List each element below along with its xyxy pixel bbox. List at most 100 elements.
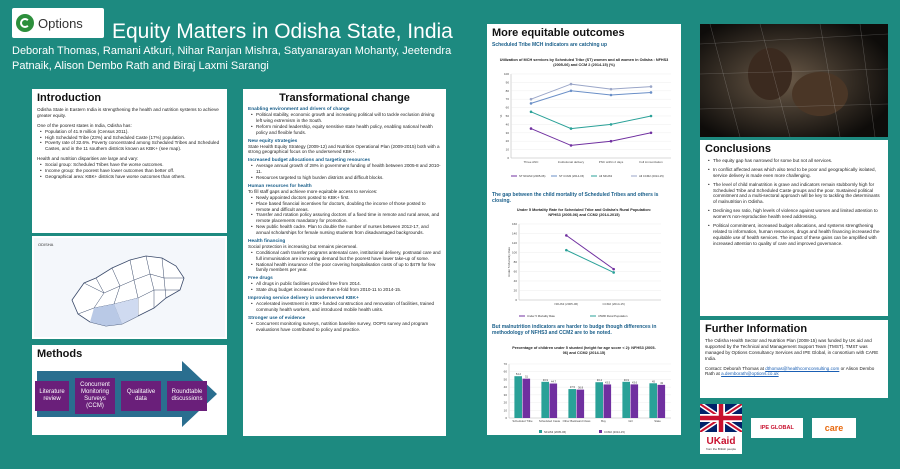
- map-district-borders: [77, 255, 184, 325]
- conclusions-heading: Conclusions: [705, 143, 772, 155]
- data-point: [565, 248, 568, 252]
- transform-section-text: Social protection is increasing but rema…: [248, 243, 358, 249]
- x-tick-label: PNC within 2 days: [599, 160, 624, 164]
- y-tick-label: 70: [506, 97, 510, 101]
- intro-list-2: Social group: Scheduled Tribes have the …: [37, 162, 222, 180]
- options-logo: Options: [12, 8, 104, 38]
- series-line: [566, 249, 614, 273]
- chart-3-container: Percentage of children under 5 stunted (…: [491, 346, 677, 434]
- list-item: All drugs in public facilities provided …: [251, 281, 441, 287]
- y-tick-label: 0: [507, 156, 509, 160]
- conclusions-list: The equity gap has narrowed for some but…: [705, 158, 883, 246]
- list-item: Accelerated investment in KBK+ funded co…: [251, 301, 441, 313]
- y-tick-label: 90: [506, 80, 510, 84]
- data-point: [649, 90, 653, 94]
- data-point: [529, 97, 533, 101]
- x-tick-label: Three ANC: [524, 160, 540, 164]
- further-contact-text-2: or Alison Dembo Rath at: [705, 365, 875, 377]
- transform-section-text: State Health Equity Strategy (2009-12) a…: [248, 143, 440, 155]
- outcomes-panel: More equitable outcomes Scheduled Tribe …: [487, 24, 681, 435]
- x-tick-label: Boy: [601, 419, 606, 423]
- legend-label: U5MR Rural Population: [598, 314, 628, 318]
- chart-1-svg: 0 10 20 30 40 50 60 70 80 90 100 Three ANC Instituti…: [499, 72, 671, 178]
- transform-section-title: New equity strategies: [248, 138, 298, 144]
- x-tick-label: Other Backward Class: [563, 419, 591, 423]
- list-item: Transfer and rotation policy assuring do…: [251, 212, 441, 224]
- data-point: [529, 110, 533, 113]
- data-point: [649, 131, 653, 134]
- poster-title: Equity Matters in Odisha State, India: [112, 20, 453, 43]
- bar-value-label: 46.4: [597, 378, 603, 382]
- list-item: In conflict affected areas which also te…: [708, 167, 883, 179]
- list-item: Political commitment, increased budget a…: [708, 223, 883, 247]
- y-tick-label: 50: [504, 377, 508, 381]
- odisha-map: ODISHA: [34, 238, 225, 337]
- transform-section-list: Accelerated investment in KBK+ funded co…: [248, 301, 441, 313]
- ukaid-text: UKaid: [706, 436, 736, 447]
- transform-section-list: Newly appointed doctors posted to KBK+ f…: [248, 195, 441, 236]
- chart-1-title: Utilization of MCH services by Scheduled…: [499, 58, 669, 67]
- data-point: [649, 85, 653, 88]
- email-link-2[interactable]: a.demborath@options.co.uk: [721, 371, 779, 377]
- transform-section-title: Stronger use of evidence: [248, 315, 306, 321]
- legend-label: Under 5 Mortality Rate: [527, 314, 555, 318]
- y-tick-label: 20: [506, 139, 510, 143]
- legend-label: ST NFHS3 (2005-06): [519, 174, 545, 178]
- transform-section-title: Increased budget allocations and targeti…: [248, 158, 371, 164]
- bar-value-label: 43.5: [605, 380, 611, 384]
- y-tick-label: 120: [512, 241, 517, 245]
- photo-illustration: [700, 24, 888, 137]
- bar-value-label: 46.9: [624, 378, 630, 382]
- email-link-1[interactable]: dthomas@healthcomconsulting.com: [765, 365, 840, 371]
- y-tick-label: 30: [504, 393, 508, 397]
- data-point: [609, 122, 613, 126]
- methods-panel: Methods Literature review Concurrent Mon…: [32, 345, 227, 435]
- ukaid-logo: UKaid from the British people: [698, 401, 744, 454]
- y-tick-label: 100: [512, 250, 517, 254]
- legend-swatch: [539, 429, 542, 433]
- chart-2-title: Under 5 Mortality Rate for Scheduled Tri…: [516, 208, 652, 217]
- map-label: ODISHA: [38, 242, 54, 247]
- list-item: Geographical area: KBK+ districts have w…: [40, 174, 222, 180]
- list-item: Poverty rate of 32.6%. Poverty concentra…: [40, 140, 222, 152]
- bar: [568, 388, 576, 418]
- transform-section-title: Free drugs: [248, 276, 273, 282]
- y-tick-label: 140: [512, 231, 517, 235]
- method-step-4: Roundtable discussions: [167, 381, 207, 411]
- outcomes-heading: More equitable outcomes: [492, 27, 625, 39]
- y-tick-label: 0: [515, 298, 517, 302]
- legend-label: ST CCM2 (2014-15): [559, 174, 584, 178]
- data-point: [649, 114, 653, 118]
- list-item: Population of 41.9 million (Census 2011)…: [40, 129, 222, 135]
- intro-paragraph-1: Odisha State in Eastern India is strengt…: [37, 107, 219, 118]
- y-tick-label: 160: [512, 222, 517, 226]
- list-item: Concurrent monitoring surveys, nutrition…: [251, 321, 441, 333]
- y-tick-label: 10: [506, 147, 510, 151]
- y-tick-label: 10: [504, 408, 508, 412]
- list-item: Place based financial incentives for doc…: [251, 201, 441, 213]
- bar-value-label: 36.8: [578, 385, 584, 389]
- transform-section-title: Enabling environment and drivers of chan…: [248, 107, 350, 112]
- intro-paragraph-3: Health and nutrition disparities are lar…: [37, 156, 139, 162]
- data-point: [569, 127, 573, 130]
- y-tick-label: 80: [506, 89, 510, 93]
- data-point: [609, 139, 613, 143]
- data-point: [609, 87, 613, 91]
- legend-swatch: [599, 429, 602, 433]
- map-kbk-region: [114, 298, 138, 324]
- transform-section-title: Improving service delivery in underserve…: [248, 296, 359, 301]
- y-tick-label: 60: [504, 369, 508, 373]
- data-point: [569, 82, 573, 86]
- series-line: [530, 111, 652, 129]
- x-tick-label: Girl: [628, 419, 633, 423]
- poster-authors: Deborah Thomas, Ramani Atkuri, Nihar Ran…: [12, 45, 452, 72]
- data-point: [569, 89, 573, 92]
- transform-section-list: All drugs in public facilities provided …: [248, 281, 441, 293]
- y-tick-label: 20: [504, 400, 508, 404]
- list-item: Conditional cash transfer programs anten…: [251, 250, 441, 262]
- introduction-panel: Introduction Odisha State in Eastern Ind…: [32, 89, 227, 233]
- list-item: Social group: Scheduled Tribes have the …: [40, 162, 222, 168]
- outcomes-sub-2: The gap between the child mortality of S…: [492, 192, 659, 205]
- data-point: [609, 93, 613, 97]
- list-item: State drug budget increased more than 6-…: [251, 287, 441, 293]
